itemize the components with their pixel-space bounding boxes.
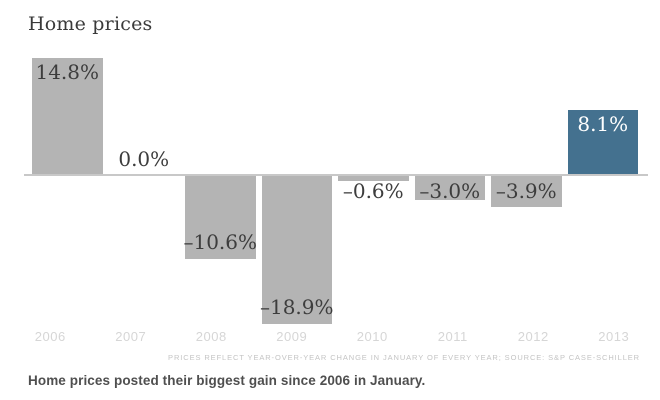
x-axis-label-2009: 2009 [276, 329, 308, 344]
bar-value-label-2007: 0.0% [118, 147, 170, 171]
bar-2006 [32, 57, 103, 174]
bar-2013 [567, 110, 638, 174]
bar-slot-2011: –3.0% [414, 50, 485, 340]
bar-slot-2012: –3.9% [491, 50, 562, 340]
bar-2010 [338, 176, 409, 181]
bar-value-label-2011: –3.0% [419, 179, 481, 203]
bar-2008 [185, 176, 256, 260]
bar-slot-2013: 8.1% [567, 50, 638, 340]
bar-value-label-2013: 8.1% [577, 112, 629, 137]
zero-baseline [24, 174, 648, 176]
bar-value-label-2009: –18.9% [259, 295, 334, 320]
chart-title: Home prices [28, 13, 153, 35]
bar-slot-2007: 0.0% [109, 50, 180, 340]
bar-2009 [261, 176, 332, 325]
bar-slot-2009: –18.9% [260, 50, 334, 340]
bar-value-label-2006: 14.8% [35, 59, 100, 84]
bar-slot-2010: –0.6% [338, 50, 409, 340]
source-footnote: PRICES REFLECT YEAR-OVER-YEAR CHANGE IN … [168, 353, 640, 362]
x-axis-labels: 2006 2007 2008 2009 2010 2011 2012 2013 [10, 329, 654, 344]
bar-2012 [491, 176, 562, 207]
bars-container: 14.8% 0.0% –10.6% –18.9% –0.6% –3.0% –3.9% 8.1% [32, 50, 638, 340]
bar-value-label-2008: –10.6% [183, 230, 258, 255]
x-axis-label-2011: 2011 [437, 329, 468, 344]
x-axis-label-2006: 2006 [34, 329, 66, 344]
bar-value-label-2012: –3.9% [495, 179, 557, 203]
bar-slot-2006: 14.8% [32, 50, 103, 340]
x-axis-label-2007: 2007 [115, 329, 147, 344]
x-axis-label-2013: 2013 [598, 329, 630, 344]
x-axis-label-2010: 2010 [356, 329, 388, 344]
bar-value-label-2010: –0.6% [342, 179, 404, 203]
bar-slot-2008: –10.6% [183, 50, 257, 340]
plot-area: 14.8% 0.0% –10.6% –18.9% –0.6% –3.0% –3.9% 8.1% [0, 50, 660, 340]
x-axis-label-2008: 2008 [195, 329, 227, 344]
x-axis-label-2012: 2012 [517, 329, 549, 344]
chart-caption: Home prices posted their biggest gain si… [28, 373, 426, 388]
bar-2011 [414, 176, 485, 200]
